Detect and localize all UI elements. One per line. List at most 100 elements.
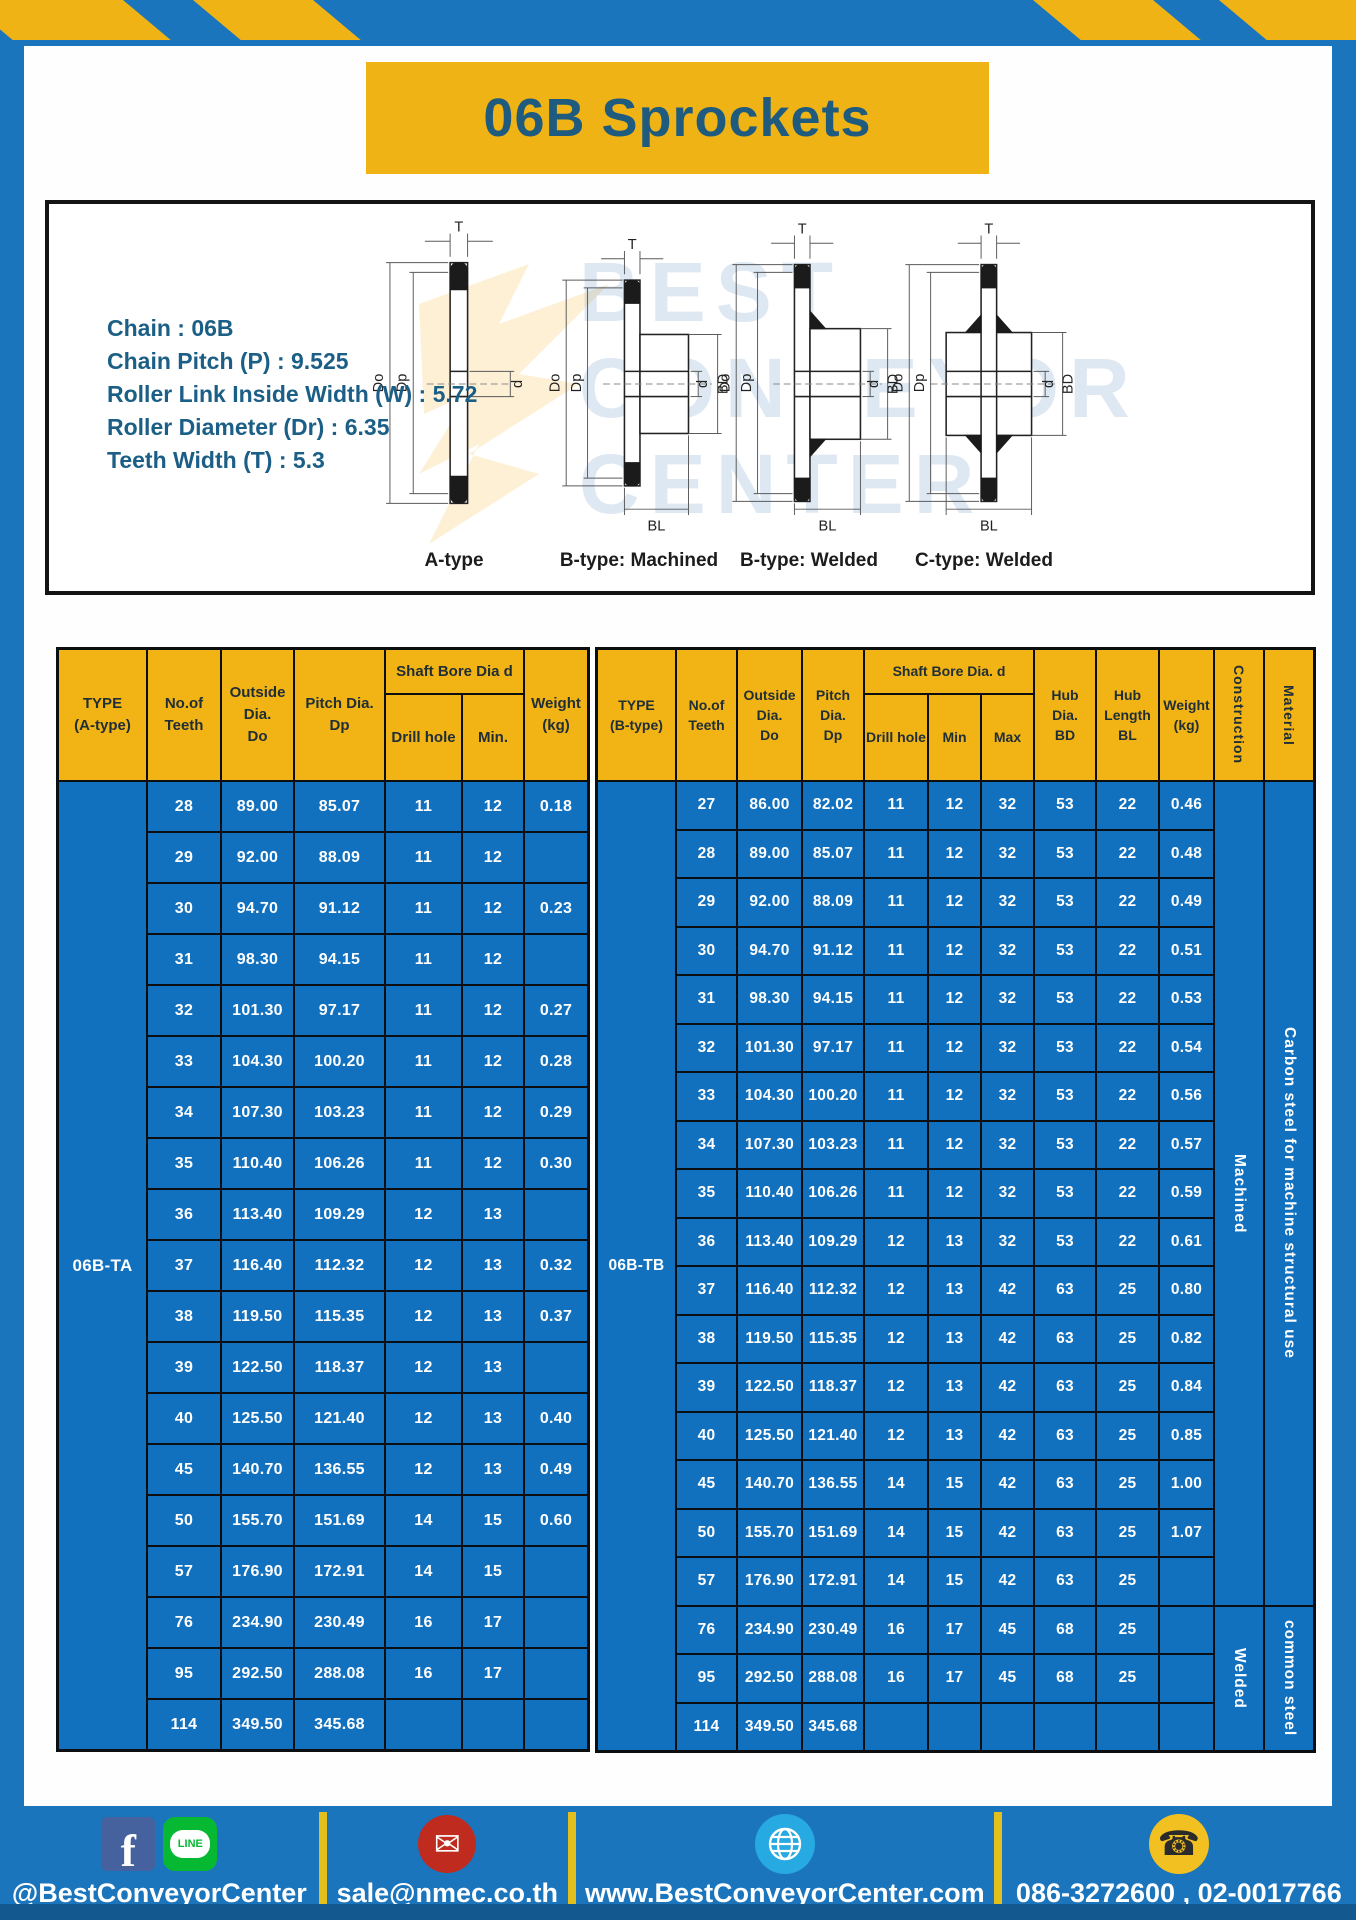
pitch-dia-cell: 106.26 xyxy=(803,1170,863,1217)
max-bore-cell: 45 xyxy=(982,1655,1033,1702)
hub-length-cell: 22 xyxy=(1097,879,1158,926)
spec-line: Roller Link Inside Width (W) : 5.72 xyxy=(107,381,478,407)
dim-label-do: Do xyxy=(547,374,563,393)
hub-length-cell: 25 xyxy=(1097,1412,1158,1459)
footer-social-handle: @BestConveyorCenter xyxy=(11,1878,307,1908)
pitch-dia-cell: 151.69 xyxy=(803,1509,863,1556)
hub-length-cell: 22 xyxy=(1097,976,1158,1023)
hub-dia-cell: 53 xyxy=(1035,1170,1095,1217)
max-bore-cell: 32 xyxy=(982,782,1033,829)
weight-cell: 0.28 xyxy=(525,1037,587,1086)
hub-dia-cell: 53 xyxy=(1035,1024,1095,1071)
weight-cell xyxy=(1160,1606,1213,1653)
footer-website-segment: www.BestConveyorCenter.com xyxy=(576,1806,994,1920)
page-title: 06B Sprockets xyxy=(483,88,872,148)
outside-dia-cell: 122.50 xyxy=(222,1343,293,1392)
weight-cell xyxy=(525,1649,587,1698)
pitch-dia-cell: 94.15 xyxy=(803,976,863,1023)
max-bore-cell: 42 xyxy=(982,1461,1033,1508)
drill-hole-cell xyxy=(865,1703,927,1750)
hub-length-cell: 22 xyxy=(1097,1170,1158,1217)
line-icon: LINE xyxy=(163,1817,218,1871)
pitch-dia-cell: 118.37 xyxy=(295,1343,384,1392)
teeth-cell: 29 xyxy=(677,879,736,926)
spec-line: Chain : 06B xyxy=(107,315,234,341)
weight-cell: 0.85 xyxy=(1160,1412,1213,1459)
teeth-cell: 50 xyxy=(677,1509,736,1556)
outside-dia-cell: 101.30 xyxy=(738,1024,801,1071)
weight-cell: 0.60 xyxy=(525,1496,587,1545)
max-bore-cell: 42 xyxy=(982,1364,1033,1411)
pitch-dia-cell: 121.40 xyxy=(295,1394,384,1443)
weight-cell: 0.48 xyxy=(1160,830,1213,877)
col-header-teeth: No.of Teeth xyxy=(677,650,736,780)
col-header-min: Min xyxy=(929,695,980,780)
weight-cell: 0.30 xyxy=(525,1139,587,1188)
teeth-cell: 31 xyxy=(148,935,220,984)
dim-label-do: Do xyxy=(890,374,906,393)
dim-label-bl: BL xyxy=(819,519,837,535)
teeth-cell: 38 xyxy=(677,1315,736,1362)
max-bore-cell: 32 xyxy=(982,927,1033,974)
diagram-a-type: T Do Dp d A-type xyxy=(364,218,544,572)
teeth-cell: 37 xyxy=(148,1241,220,1290)
outside-dia-cell: 104.30 xyxy=(738,1073,801,1120)
col-header-weight: Weight (kg) xyxy=(1160,650,1213,780)
teeth-cell: 28 xyxy=(677,830,736,877)
pitch-dia-cell: 112.32 xyxy=(295,1241,384,1290)
material-cell: common steel xyxy=(1265,1606,1313,1750)
teeth-cell: 30 xyxy=(148,884,220,933)
drill-hole-cell: 11 xyxy=(865,927,927,974)
pitch-dia-cell: 345.68 xyxy=(803,1703,863,1750)
weight-cell xyxy=(525,935,587,984)
drill-hole-cell: 16 xyxy=(865,1655,927,1702)
teeth-cell: 30 xyxy=(677,927,736,974)
outside-dia-cell: 89.00 xyxy=(738,830,801,877)
drill-hole-cell: 16 xyxy=(865,1606,927,1653)
pitch-dia-cell: 151.69 xyxy=(295,1496,384,1545)
hub-length-cell: 22 xyxy=(1097,1218,1158,1265)
hub-dia-cell: 63 xyxy=(1035,1267,1095,1314)
hub-dia-cell: 53 xyxy=(1035,1218,1095,1265)
pitch-dia-cell: 230.49 xyxy=(803,1606,863,1653)
outside-dia-cell: 89.00 xyxy=(222,782,293,831)
min-bore-cell: 12 xyxy=(463,833,523,882)
type-label-cell: 06B-TA xyxy=(59,782,146,1749)
min-bore-cell: 13 xyxy=(929,1218,980,1265)
hub-length-cell: 25 xyxy=(1097,1509,1158,1556)
hub-dia-cell: 53 xyxy=(1035,782,1095,829)
drill-hole-cell: 11 xyxy=(386,986,461,1035)
dim-label-bd: BD xyxy=(715,374,731,394)
min-bore-cell: 17 xyxy=(463,1598,523,1647)
outside-dia-cell: 122.50 xyxy=(738,1364,801,1411)
construction-cell: Machined xyxy=(1215,782,1263,1605)
weight-cell xyxy=(525,1598,587,1647)
footer: f LINE @BestConveyorCenter ✉ sale@nmec.c… xyxy=(0,1806,1356,1920)
drill-hole-cell: 11 xyxy=(865,1121,927,1168)
outside-dia-cell: 116.40 xyxy=(738,1267,801,1314)
pitch-dia-cell: 115.35 xyxy=(295,1292,384,1341)
outside-dia-cell: 110.40 xyxy=(222,1139,293,1188)
hub-dia-cell: 63 xyxy=(1035,1412,1095,1459)
teeth-cell: 34 xyxy=(677,1121,736,1168)
teeth-cell: 40 xyxy=(677,1412,736,1459)
min-bore-cell: 13 xyxy=(463,1445,523,1494)
drill-hole-cell: 12 xyxy=(386,1241,461,1290)
top-hazard-band xyxy=(0,0,1356,46)
teeth-cell: 36 xyxy=(677,1218,736,1265)
hub-dia-cell: 68 xyxy=(1035,1655,1095,1702)
col-header-drill-hole: Drill hole xyxy=(386,695,461,780)
diagram-caption: C-type: Welded xyxy=(915,550,1053,571)
footer-email: sale@nmec.co.th xyxy=(336,1878,559,1908)
weight-cell: 0.29 xyxy=(525,1088,587,1137)
dim-label-t: T xyxy=(984,222,993,238)
max-bore-cell: 32 xyxy=(982,830,1033,877)
col-header-drill-hole: Drill hole xyxy=(865,695,927,780)
max-bore-cell: 42 xyxy=(982,1558,1033,1605)
material-cell: Carbon steel for machine structural use xyxy=(1265,782,1313,1605)
teeth-cell: 29 xyxy=(148,833,220,882)
weight-cell: 0.56 xyxy=(1160,1073,1213,1120)
pitch-dia-cell: 288.08 xyxy=(295,1649,384,1698)
pitch-dia-cell: 136.55 xyxy=(803,1461,863,1508)
footer-divider xyxy=(993,1812,1002,1914)
